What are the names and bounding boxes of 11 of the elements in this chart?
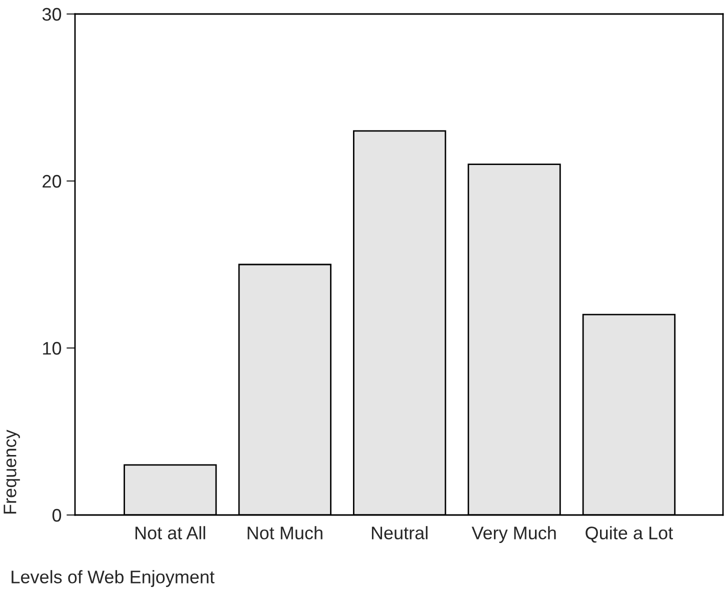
x-axis-title: Levels of Web Enjoyment [12, 570, 214, 587]
y-tick-label: 30 [42, 8, 62, 21]
y-tick-label: 0 [52, 508, 62, 522]
y-tick-label: 20 [42, 174, 62, 188]
y-tick-label: 10 [43, 342, 62, 355]
x-tick-label: Very Much [472, 526, 556, 543]
x-tick-label: Neutral [372, 526, 428, 540]
x-tick-label: Not Much [248, 526, 322, 540]
x-tick-label: Not at All [136, 526, 206, 540]
y-axis-title: Frequency [4, 430, 20, 514]
x-tick-label: Quite a Lot [586, 526, 673, 543]
